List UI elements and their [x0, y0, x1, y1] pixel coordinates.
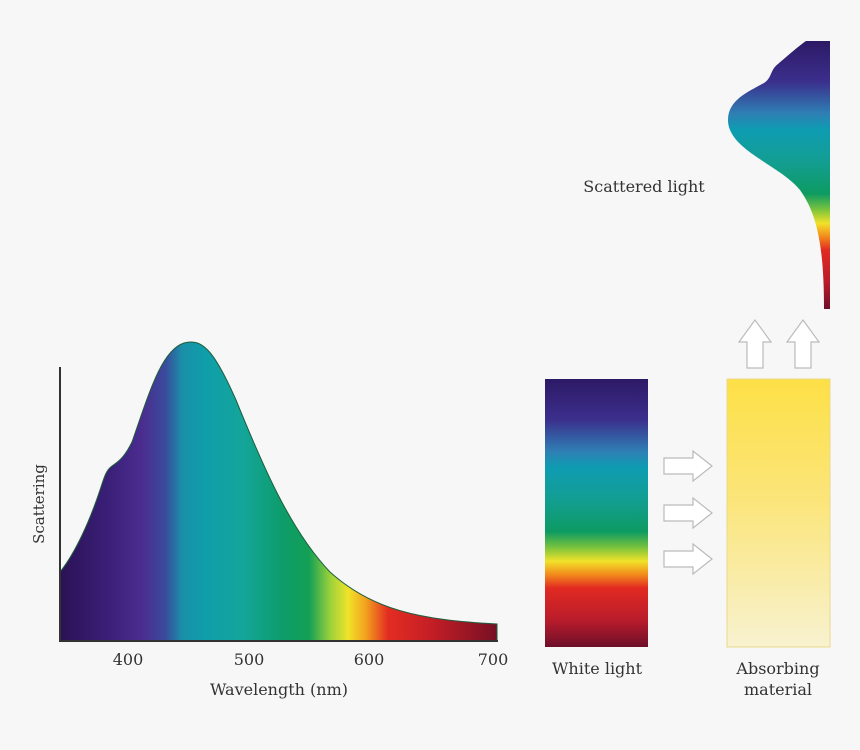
absorbing-material-group: Absorbing material: [726, 378, 831, 699]
spectrum-chart: Scattering 400 500 600 700 Wavelength (n…: [30, 341, 509, 699]
absorbing-material-block: [726, 378, 831, 648]
y-axis-label: Scattering: [30, 464, 48, 544]
absorbing-material-label-line2: material: [744, 680, 812, 699]
scatter-arrows: [737, 318, 821, 369]
scattering-curve-area: [59, 341, 498, 642]
arrow-right-icon: [663, 542, 713, 576]
scattered-light-group: Scattered light: [583, 41, 830, 309]
arrow-up-icon: [737, 318, 773, 369]
x-tick-700: 700: [478, 650, 509, 669]
white-light-label: White light: [552, 659, 643, 678]
arrow-right-icon: [663, 496, 713, 530]
scattered-light-label: Scattered light: [583, 177, 705, 196]
scattered-light-spectrum-shape: [728, 41, 830, 309]
incident-arrows: [663, 449, 713, 576]
x-tick-400: 400: [113, 650, 144, 669]
x-tick-500: 500: [234, 650, 265, 669]
absorbing-material-label-line1: Absorbing: [735, 659, 819, 678]
x-tick-600: 600: [354, 650, 385, 669]
x-axis-label: Wavelength (nm): [210, 680, 348, 699]
white-light-spectrum-bar: [545, 379, 648, 647]
arrow-up-icon: [785, 318, 821, 369]
white-light-group: White light: [545, 379, 648, 678]
arrow-right-icon: [663, 449, 713, 483]
